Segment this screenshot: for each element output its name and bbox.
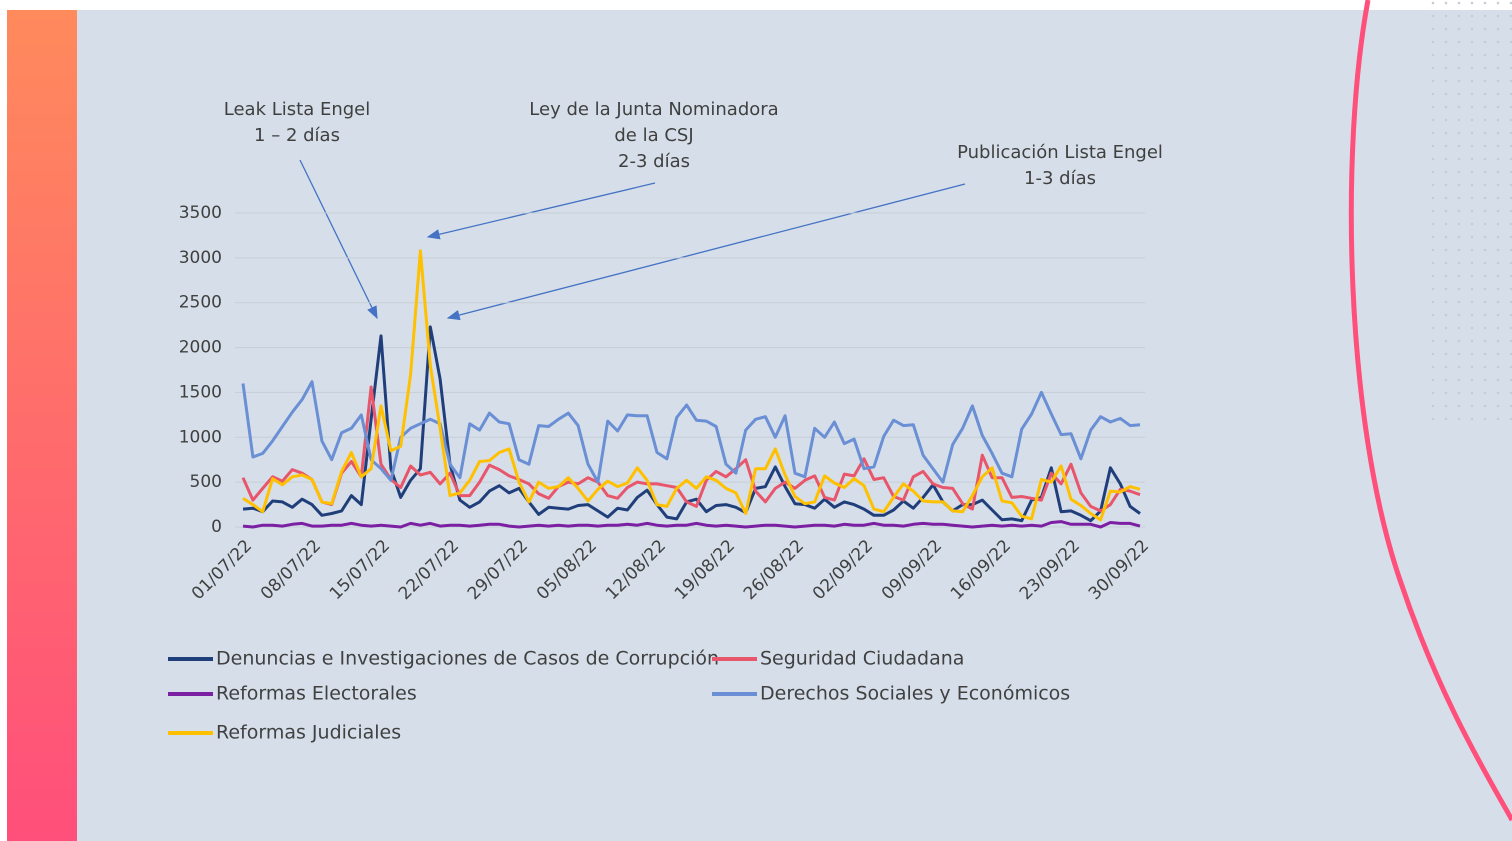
legend-label: Reformas Judiciales bbox=[216, 722, 401, 744]
y-tick-label: 500 bbox=[190, 472, 222, 492]
arrow bbox=[299, 159, 378, 320]
series-line bbox=[241, 380, 1141, 484]
annotation: de la CSJ bbox=[614, 125, 693, 146]
annotation: Ley de la Junta Nominadora bbox=[529, 99, 778, 120]
annotation: Leak Lista Engel bbox=[224, 99, 370, 120]
annotation-arrows bbox=[299, 159, 966, 321]
arrow bbox=[426, 182, 656, 240]
annotation: Publicación Lista Engel bbox=[957, 142, 1163, 163]
legend-label: Derechos Sociales y Económicos bbox=[760, 683, 1070, 705]
y-tick-label: 3500 bbox=[179, 203, 222, 223]
series-line bbox=[241, 385, 1141, 513]
legend-label: Seguridad Ciudadana bbox=[760, 648, 964, 670]
dot-pattern bbox=[1425, 0, 1512, 420]
y-tick-label: 2000 bbox=[179, 338, 222, 358]
annotation: 1-3 días bbox=[1024, 168, 1096, 189]
series-line bbox=[242, 249, 1141, 522]
legend-label: Reformas Electorales bbox=[216, 683, 417, 705]
y-tick-label: 1000 bbox=[179, 427, 222, 447]
annotation: 1 – 2 días bbox=[254, 125, 340, 146]
background bbox=[7, 10, 1512, 841]
arrow bbox=[446, 183, 966, 321]
y-tick-label: 2500 bbox=[179, 293, 222, 313]
series-line bbox=[242, 520, 1141, 529]
y-tick-label: 0 bbox=[211, 517, 222, 537]
side-strip bbox=[7, 10, 77, 841]
legend-label: Denuncias e Investigaciones de Casos de … bbox=[216, 648, 719, 670]
annotation: 2-3 días bbox=[618, 151, 690, 172]
y-tick-label: 1500 bbox=[179, 382, 222, 402]
decor-curve bbox=[1348, 0, 1512, 822]
y-tick-label: 3000 bbox=[179, 248, 222, 268]
